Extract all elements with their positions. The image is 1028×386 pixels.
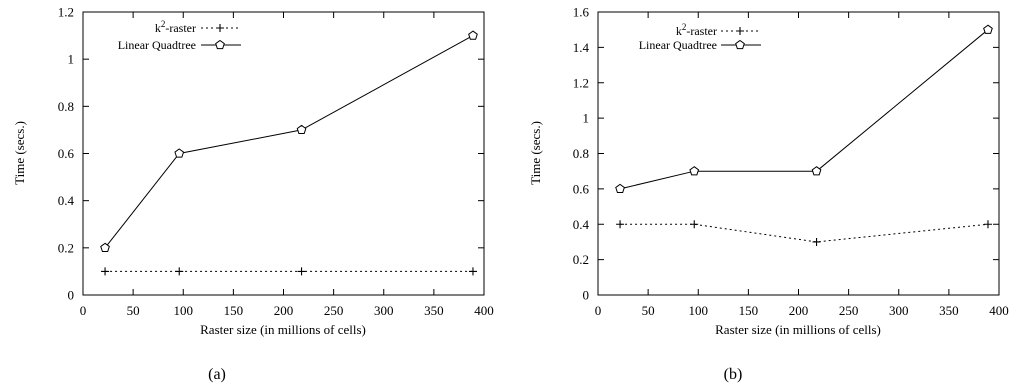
y-axis-title: Time (secs.) — [528, 121, 543, 185]
x-tick-label: 300 — [374, 303, 394, 318]
y-tick-label: 0.2 — [573, 252, 589, 267]
x-tick-label: 0 — [80, 303, 87, 318]
x-tick-label: 100 — [174, 303, 194, 318]
x-tick-label: 250 — [839, 303, 859, 318]
x-tick-label: 350 — [939, 303, 959, 318]
y-tick-label: 1 — [68, 52, 75, 67]
plot-frame — [82, 11, 485, 296]
y-tick-label: 1.2 — [573, 75, 589, 90]
x-tick-label: 400 — [474, 303, 494, 318]
legend-marker-k2-raster — [216, 24, 224, 32]
data-point-k2-raster — [616, 220, 625, 229]
y-axis-title: Time (secs.) — [12, 121, 27, 185]
x-tick-label: 50 — [127, 303, 140, 318]
data-point-k2-raster — [812, 237, 821, 246]
data-point-linear-quadtree — [100, 242, 110, 252]
data-point-linear-quadtree — [689, 166, 700, 176]
x-tick-label: 250 — [324, 303, 344, 318]
plot-frame — [597, 11, 1000, 296]
y-tick-label: 0.8 — [58, 99, 74, 114]
data-point-linear-quadtree — [615, 183, 625, 194]
x-tick-label: 200 — [789, 303, 809, 318]
y-tick-label: 1 — [583, 111, 590, 126]
legend-label-k2-raster: k2-raster — [155, 19, 196, 35]
series-line-linear-quadtree — [104, 35, 474, 249]
data-point-k2-raster — [468, 267, 477, 276]
x-tick-label: 350 — [424, 303, 444, 318]
data-point-linear-quadtree — [174, 148, 185, 158]
x-tick-label: 100 — [689, 303, 709, 318]
tick-group: 0 50 100 150 200 250 300 350 400 0 0.2 0.4 0.6 0.8 1 1.… — [573, 5, 1009, 319]
data-point-k2-raster — [175, 267, 184, 276]
data-point-linear-quadtree — [468, 30, 478, 40]
y-tick-label: 0.6 — [58, 146, 75, 161]
y-tick-label: 0.4 — [58, 193, 75, 208]
data-point-linear-quadtree — [296, 124, 307, 135]
x-tick-label: 150 — [224, 303, 244, 318]
y-tick-label: 1.6 — [573, 5, 590, 20]
data-point-linear-quadtree — [983, 24, 993, 34]
tick-group: 0 50 100 150 200 250 300 350 400 0 0.2 0.4 0.6 0.8 1 1.… — [58, 5, 494, 319]
data-point-k2-raster — [101, 267, 110, 276]
x-tick-label: 300 — [889, 303, 909, 318]
legend-marker-linear-quadtree — [735, 39, 745, 50]
series-group — [615, 24, 993, 246]
chart-a: 0 50 100 150 200 250 300 350 400 0 0.2 0.4 0.6 0.8 1 1.… — [12, 5, 494, 384]
series-line-k2-raster — [620, 223, 989, 243]
y-tick-label: 0 — [583, 288, 590, 303]
y-tick-label: 0.6 — [573, 181, 590, 196]
chart-b: 0 50 100 150 200 250 300 350 400 0 0.2 0.4 0.6 0.8 1 1.… — [528, 5, 1009, 384]
data-point-k2-raster — [297, 267, 306, 276]
x-tick-label: 50 — [642, 303, 655, 318]
caption-a: (a) — [208, 366, 226, 383]
legend-label-linear-quadtree: Linear Quadtree — [118, 38, 196, 52]
series-line-linear-quadtree — [619, 29, 989, 190]
x-tick-label: 400 — [989, 303, 1009, 318]
y-tick-label: 0.2 — [58, 240, 74, 255]
legend: k2-raster Linear Quadtree — [118, 19, 241, 52]
x-axis-title: Raster size (in millions of cells) — [715, 322, 881, 337]
legend-label-k2-raster: k2-raster — [676, 22, 717, 38]
legend-marker-linear-quadtree — [215, 39, 225, 50]
data-point-k2-raster — [690, 220, 699, 229]
y-tick-label: 1.2 — [58, 5, 74, 20]
x-axis-title: Raster size (in millions of cells) — [200, 322, 366, 337]
y-tick-label: 1.4 — [573, 40, 590, 55]
caption-b: (b) — [724, 366, 743, 383]
y-tick-label: 0.4 — [573, 217, 590, 232]
legend-marker-k2-raster — [736, 27, 744, 35]
x-tick-label: 150 — [739, 303, 759, 318]
data-point-k2-raster — [983, 220, 992, 229]
legend: k2-raster Linear Quadtree — [639, 22, 761, 52]
y-tick-label: 0 — [68, 288, 75, 303]
legend-label-linear-quadtree: Linear Quadtree — [639, 38, 717, 52]
y-tick-label: 0.8 — [573, 146, 589, 161]
series-group — [100, 30, 478, 276]
x-tick-label: 200 — [274, 303, 294, 318]
data-point-linear-quadtree — [811, 166, 822, 176]
x-tick-label: 0 — [595, 303, 602, 318]
